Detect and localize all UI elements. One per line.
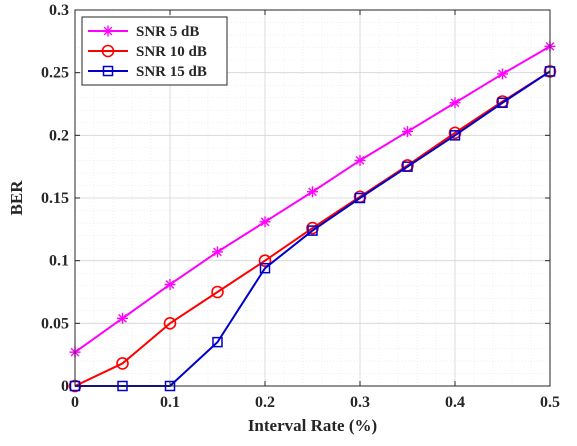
legend-item: SNR 15 dB [88, 64, 207, 80]
data-point [307, 225, 318, 236]
data-point [354, 192, 366, 204]
data-point [258, 254, 272, 267]
legend-marker [101, 44, 115, 58]
y-tick-label: 0 [61, 378, 69, 395]
y-tick-label: 0.2 [49, 127, 69, 144]
data-point [164, 278, 176, 290]
data-point [497, 68, 508, 80]
x-axis-label: Interval Rate (%) [248, 416, 377, 435]
y-axis-ticks: 0 0.05 0.1 0.15 0.2 0.25 0.3 [41, 2, 550, 395]
asterisk-stroke [355, 156, 365, 165]
data-point [212, 246, 223, 258]
data-point [448, 126, 462, 140]
y-tick-label: 0.3 [49, 2, 69, 19]
x-tick-label: 0.5 [540, 394, 560, 411]
series-1 [69, 40, 556, 358]
y-axis-label: BER [7, 180, 26, 216]
x-tick-label: 0.4 [445, 394, 465, 411]
data-point [402, 161, 413, 172]
asterisk-stroke [450, 98, 460, 108]
legend-label: SNR 10 dB [136, 44, 207, 60]
data-point [354, 154, 366, 166]
data-point [307, 186, 318, 198]
data-point [212, 336, 223, 348]
data-point [402, 126, 413, 138]
data-point [449, 97, 461, 109]
y-tick-label: 0.15 [41, 190, 69, 207]
x-tick-label: 0.3 [350, 394, 370, 411]
x-tick-label: 0.1 [160, 394, 180, 411]
asterisk-stroke [165, 280, 175, 289]
data-point [117, 312, 128, 324]
data-point [163, 317, 177, 330]
asterisk-stroke [213, 247, 222, 257]
asterisk-stroke [103, 26, 113, 36]
legend-label: SNR 15 dB [136, 64, 207, 80]
series-2 [68, 65, 557, 393]
data-point [116, 357, 129, 370]
asterisk-stroke [308, 187, 317, 197]
legend-item: SNR 5 dB [88, 24, 199, 40]
data-point [497, 97, 508, 108]
legend-item: SNR 10 dB [88, 44, 207, 60]
y-tick-label: 0.25 [41, 65, 69, 82]
legend-label: SNR 5 dB [136, 24, 199, 40]
asterisk-stroke [498, 69, 507, 79]
asterisk-stroke [260, 217, 270, 227]
y-tick-label: 0.05 [41, 315, 69, 332]
x-axis-ticks: 0 0.1 0.2 0.3 0.4 0.5 [71, 10, 560, 411]
data-point [449, 130, 461, 141]
x-tick-label: 0.2 [255, 394, 275, 411]
data-point [259, 216, 271, 228]
legend: SNR 5 dB SNR 10 dB SNR 15 dB [81, 16, 228, 86]
legend-marker [102, 65, 114, 77]
series-line [74, 70, 551, 387]
data-point [259, 262, 271, 274]
asterisk-stroke [118, 313, 127, 323]
legend-marker [102, 25, 114, 37]
x-tick-label: 0 [71, 394, 79, 411]
y-tick-label: 0.1 [49, 253, 69, 270]
data-point [211, 285, 224, 299]
asterisk-stroke [403, 127, 412, 136]
data-point [306, 221, 319, 235]
